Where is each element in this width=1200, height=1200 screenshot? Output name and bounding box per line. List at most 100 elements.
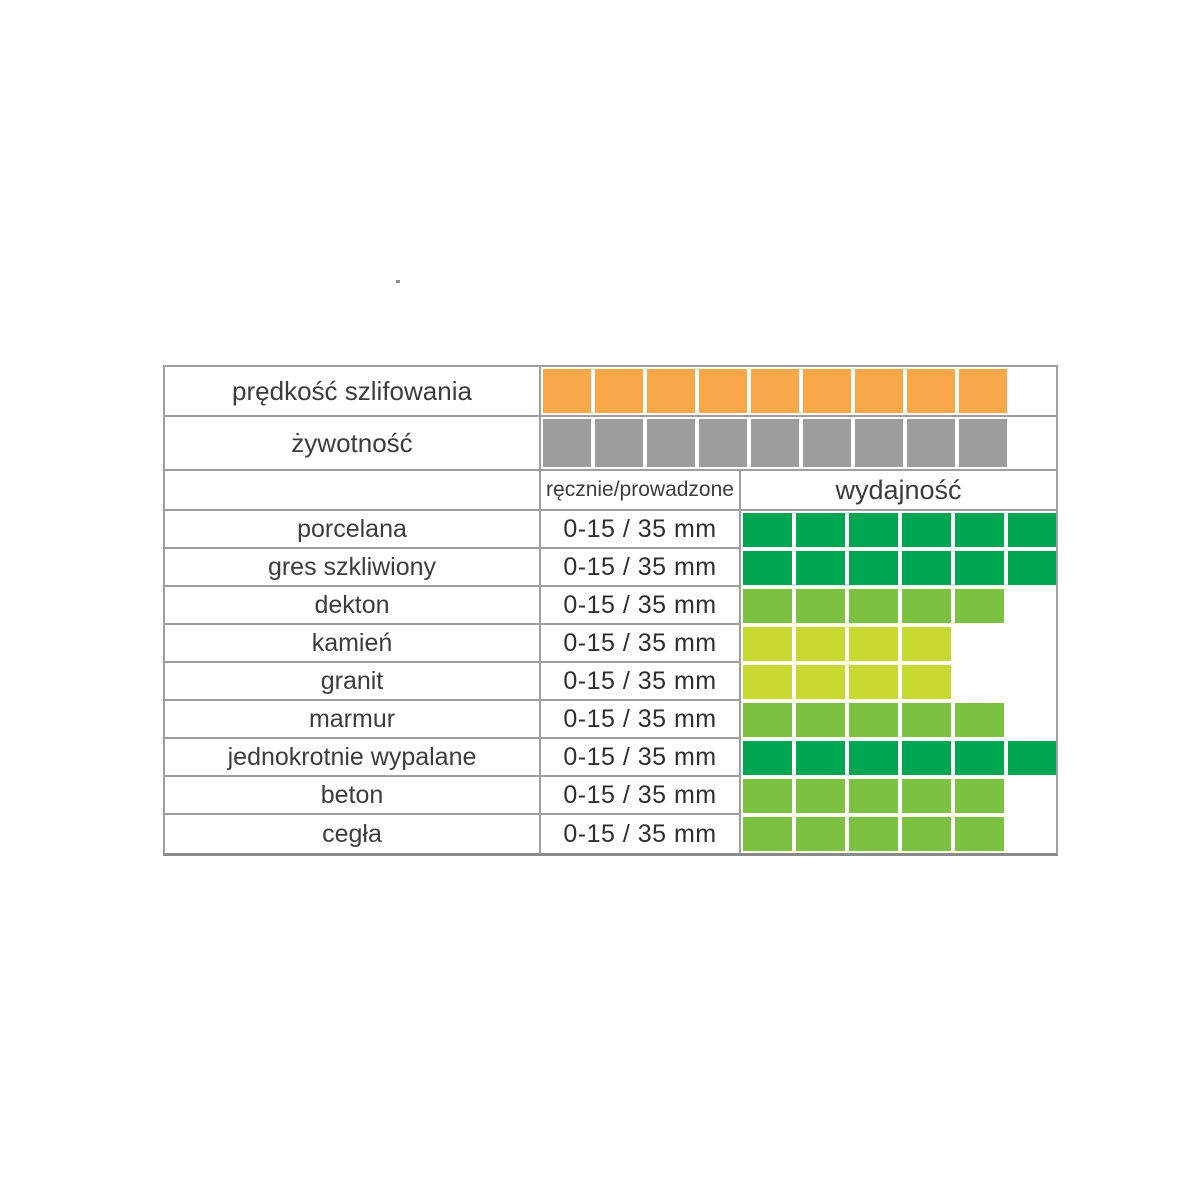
rating-square	[902, 703, 951, 737]
rating-square	[849, 589, 898, 623]
material-rating	[741, 511, 1056, 549]
material-row-beton: beton 0-15 / 35 mm	[165, 777, 1056, 815]
performance-header: wydajność	[835, 474, 962, 505]
material-range: 0-15 / 35 mm	[541, 777, 741, 815]
rating-square	[1008, 513, 1056, 547]
rating-square	[849, 779, 898, 813]
material-rows-container: porcelana 0-15 / 35 mm gres szkliwiony 0-15…	[165, 511, 1056, 853]
material-label: granit	[165, 663, 541, 701]
material-range: 0-15 / 35 mm	[541, 587, 741, 625]
material-label: marmur	[165, 701, 541, 739]
rating-square	[751, 419, 799, 467]
material-row-marmur: marmur 0-15 / 35 mm	[165, 701, 1056, 739]
rating-square	[849, 665, 898, 699]
rating-square	[849, 703, 898, 737]
rating-square	[955, 589, 1004, 623]
rating-square	[902, 779, 951, 813]
rating-square	[959, 419, 1007, 467]
grinding-speed-row: prędkość szlifowania	[165, 367, 1056, 417]
material-rating	[741, 549, 1056, 587]
rating-square	[1008, 741, 1056, 775]
material-range: 0-15 / 35 mm	[541, 663, 741, 701]
rating-square	[849, 817, 898, 851]
material-range: 0-15 / 35 mm	[541, 625, 741, 663]
material-range: 0-15 / 35 mm	[541, 815, 741, 853]
rating-square	[796, 589, 845, 623]
material-row-gres-szkliwiony: gres szkliwiony 0-15 / 35 mm	[165, 549, 1056, 587]
material-label: beton	[165, 777, 541, 815]
material-rating	[741, 739, 1056, 777]
rating-square	[796, 551, 845, 585]
rating-square	[849, 513, 898, 547]
rating-square	[743, 589, 792, 623]
material-row-jednokrotnie-wypalane: jednokrotnie wypalane 0-15 / 35 mm	[165, 739, 1056, 777]
rating-square	[743, 817, 792, 851]
material-rating	[741, 587, 1056, 625]
rating-square	[849, 741, 898, 775]
rating-square	[743, 741, 792, 775]
rating-square	[902, 665, 951, 699]
rating-square	[751, 369, 799, 413]
material-label: gres szkliwiony	[165, 549, 541, 587]
rating-square	[902, 589, 951, 623]
material-rating	[741, 701, 1056, 739]
material-range: 0-15 / 35 mm	[541, 549, 741, 587]
stray-mark	[396, 280, 400, 283]
lifetime-rating	[541, 417, 1056, 469]
rating-square	[902, 513, 951, 547]
rating-square	[743, 779, 792, 813]
material-row-granit: granit 0-15 / 35 mm	[165, 663, 1056, 701]
rating-square	[902, 551, 951, 585]
material-label: kamień	[165, 625, 541, 663]
performance-rating-table: prędkość szlifowania żywotność ręcznie/p…	[163, 365, 1058, 856]
rating-square	[699, 369, 747, 413]
rating-square	[796, 703, 845, 737]
rating-square	[849, 551, 898, 585]
rating-square	[955, 703, 1004, 737]
material-row-dekton: dekton 0-15 / 35 mm	[165, 587, 1056, 625]
rating-square	[955, 817, 1004, 851]
material-label: cegła	[165, 815, 541, 853]
rating-square	[902, 627, 951, 661]
rating-square	[543, 419, 591, 467]
rating-square	[743, 513, 792, 547]
material-rating	[741, 815, 1056, 853]
rating-square	[1008, 551, 1056, 585]
rating-square	[796, 627, 845, 661]
header-spacer	[165, 471, 541, 509]
rating-square	[647, 419, 695, 467]
rating-square	[543, 369, 591, 413]
rating-square	[796, 665, 845, 699]
material-rating	[741, 625, 1056, 663]
rating-square	[796, 741, 845, 775]
rating-square	[803, 369, 851, 413]
rating-square	[959, 369, 1007, 413]
rating-square	[699, 419, 747, 467]
rating-square	[955, 551, 1004, 585]
rating-square	[849, 627, 898, 661]
rating-square	[902, 817, 951, 851]
rating-square	[796, 513, 845, 547]
material-label: porcelana	[165, 511, 541, 549]
lifetime-row: żywotność	[165, 417, 1056, 471]
material-label: dekton	[165, 587, 541, 625]
rating-square	[907, 419, 955, 467]
material-range: 0-15 / 35 mm	[541, 739, 741, 777]
rating-square	[855, 369, 903, 413]
rating-square	[743, 551, 792, 585]
rating-square	[796, 817, 845, 851]
rating-square	[595, 419, 643, 467]
hand-guided-header: ręcznie/prowadzone	[541, 471, 741, 509]
rating-square	[647, 369, 695, 413]
material-rating	[741, 777, 1056, 815]
rating-square	[955, 513, 1004, 547]
rating-square	[955, 779, 1004, 813]
rating-square	[743, 665, 792, 699]
rating-square	[902, 741, 951, 775]
material-range: 0-15 / 35 mm	[541, 701, 741, 739]
rating-square	[743, 703, 792, 737]
rating-square	[855, 419, 903, 467]
grinding-speed-label: prędkość szlifowania	[165, 367, 541, 415]
material-row-porcelana: porcelana 0-15 / 35 mm	[165, 511, 1056, 549]
